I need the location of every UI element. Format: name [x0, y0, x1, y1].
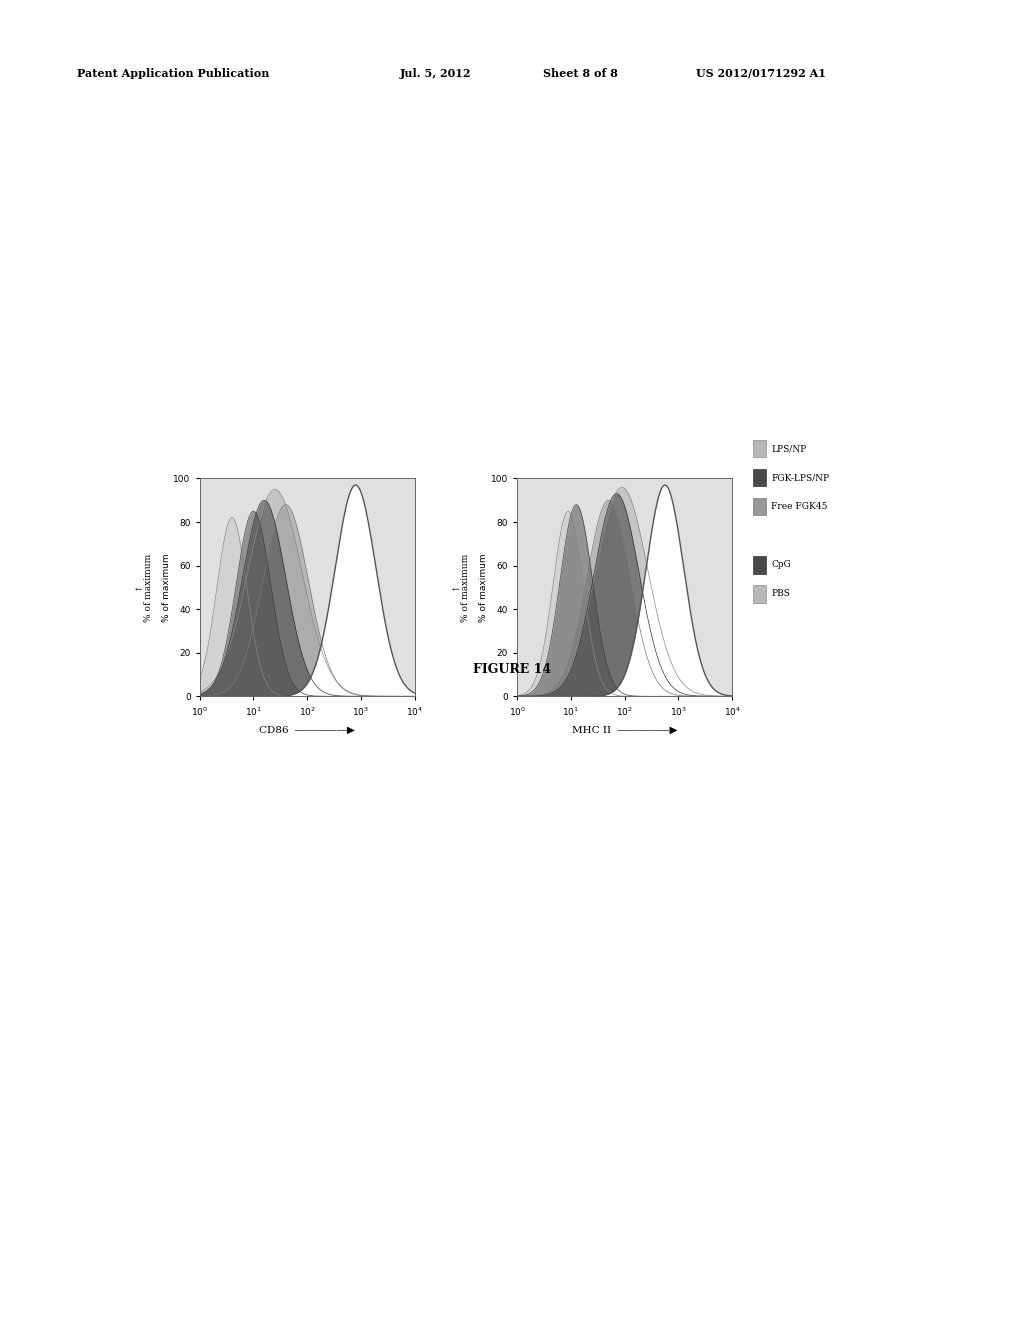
Text: ↑
% of maximum: ↑ % of maximum: [134, 553, 153, 622]
Text: Patent Application Publication: Patent Application Publication: [77, 67, 269, 79]
Y-axis label: % of maximum: % of maximum: [162, 553, 171, 622]
Text: MHC II  ―――――▶: MHC II ―――――▶: [571, 726, 678, 735]
Y-axis label: % of maximum: % of maximum: [479, 553, 488, 622]
Text: Sheet 8 of 8: Sheet 8 of 8: [543, 67, 617, 79]
Text: PBS: PBS: [771, 590, 790, 598]
Text: FIGURE 14: FIGURE 14: [473, 663, 551, 676]
Text: LPS/NP: LPS/NP: [771, 445, 806, 453]
Text: US 2012/0171292 A1: US 2012/0171292 A1: [696, 67, 826, 79]
Text: CpG: CpG: [771, 561, 791, 569]
Text: Jul. 5, 2012: Jul. 5, 2012: [399, 67, 471, 79]
Text: ↑
% of maximum: ↑ % of maximum: [452, 553, 470, 622]
Text: FGK-LPS/NP: FGK-LPS/NP: [771, 474, 829, 482]
Text: Free FGK45: Free FGK45: [771, 503, 827, 511]
Text: CD86  ―――――▶: CD86 ―――――▶: [259, 726, 355, 735]
